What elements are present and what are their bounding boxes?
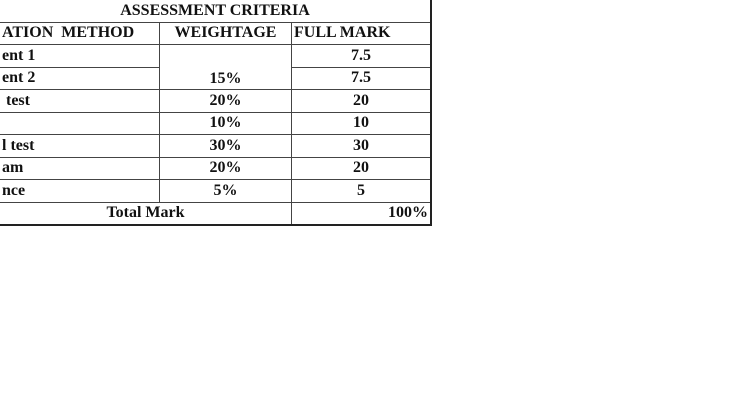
header-full-mark: FULL MARK bbox=[291, 21, 432, 45]
weightage-cell: 5% bbox=[159, 179, 292, 203]
table-row: nce 5% 5 bbox=[0, 179, 432, 203]
weightage-cell: 20% bbox=[159, 156, 292, 180]
method-cell: test bbox=[0, 89, 160, 113]
weightage-cell: 15% bbox=[159, 44, 292, 90]
total-value: 100% bbox=[291, 201, 432, 226]
method-cell: nce bbox=[0, 179, 160, 203]
table-row: am 20% 20 bbox=[0, 156, 432, 180]
full-mark-cell: 10 bbox=[291, 111, 432, 135]
full-mark-cell: 5 bbox=[291, 179, 432, 203]
assessment-criteria-table: ASSESSMENT CRITERIA ATION METHOD WEIGHTA… bbox=[0, 0, 432, 226]
full-mark-cell: 30 bbox=[291, 134, 432, 158]
full-mark-cell: 20 bbox=[291, 89, 432, 113]
full-mark-cell: 20 bbox=[291, 156, 432, 180]
table-row: 10% 10 bbox=[0, 111, 432, 135]
header-method: ATION METHOD bbox=[0, 21, 160, 45]
full-mark-cell: 7.5 bbox=[291, 44, 432, 68]
table-title: ASSESSMENT CRITERIA bbox=[0, 0, 432, 23]
table-row: test 20% 20 bbox=[0, 89, 432, 113]
table-row: ent 1 15% 7.5 bbox=[0, 44, 432, 90]
table-row: l test 30% 30 bbox=[0, 134, 432, 158]
header-weightage: WEIGHTAGE bbox=[159, 21, 292, 45]
total-row: Total Mark 100% bbox=[0, 201, 432, 226]
weightage-cell: 30% bbox=[159, 134, 292, 158]
total-label: Total Mark bbox=[0, 201, 292, 226]
method-cell: l test bbox=[0, 134, 160, 158]
method-cell bbox=[0, 111, 160, 135]
method-cell: am bbox=[0, 156, 160, 180]
full-mark-cell: 7.5 bbox=[291, 66, 432, 90]
weightage-cell: 20% bbox=[159, 89, 292, 113]
weightage-cell: 10% bbox=[159, 111, 292, 135]
method-cell: ent 1 bbox=[0, 44, 160, 68]
method-cell: ent 2 bbox=[0, 66, 160, 90]
